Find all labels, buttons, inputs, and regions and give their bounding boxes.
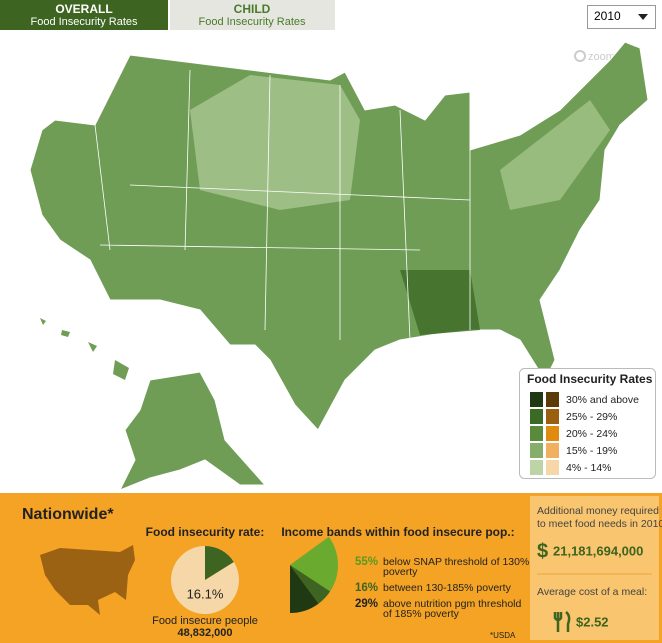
legend-swatch-orange <box>546 460 559 475</box>
band-text: above nutrition pgm threshold <box>383 598 521 610</box>
zoom-label: zoom <box>588 51 615 63</box>
panel-title: Nationwide* <box>22 506 114 523</box>
meal-label: Average cost of a meal: <box>537 586 647 598</box>
legend-swatch-orange <box>546 409 559 424</box>
band-percent: 55% <box>355 556 378 568</box>
fork-knife-icon <box>553 611 571 632</box>
people-value: 48,832,000 <box>177 627 232 639</box>
bands-list: 55% below SNAP threshold of 130%poverty 16… <box>355 556 529 620</box>
legend-swatch-green <box>530 409 543 424</box>
hawaii[interactable] <box>40 318 129 380</box>
year-value: 2010 <box>594 9 621 23</box>
alaska[interactable] <box>118 371 267 491</box>
source: *USDA <box>490 631 516 640</box>
map <box>29 41 649 491</box>
year-select[interactable] <box>587 5 656 29</box>
legend-label: 20% - 24% <box>566 428 617 440</box>
legend-label: 25% - 29% <box>566 411 617 423</box>
legend-swatch-orange <box>546 392 559 407</box>
people-label: Food insecure people <box>152 615 258 627</box>
band-text: between 130-185% poverty <box>383 582 512 594</box>
currency-symbol: $ <box>537 540 548 562</box>
legend-swatch-orange <box>546 443 559 458</box>
band-percent: 16% <box>355 582 378 594</box>
legend-label: 4% - 14% <box>566 462 612 474</box>
money-label: Additional money required <box>537 505 659 517</box>
pie-slice <box>205 546 234 580</box>
band-slice <box>290 536 339 592</box>
rate-heading: Food insecurity rate: <box>146 525 265 539</box>
bands-pie <box>290 536 339 613</box>
dark-region <box>400 270 480 335</box>
meal-cost: $2.52 <box>576 614 609 629</box>
legend-label: 15% - 19% <box>566 445 617 457</box>
bands-heading: Income bands within food insecure pop.: <box>281 525 514 539</box>
band-text: of 185% poverty <box>383 608 460 620</box>
legend-swatch-orange <box>546 426 559 441</box>
legend-swatch-green <box>530 460 543 475</box>
legend-swatch-green <box>530 392 543 407</box>
tab-overall[interactable] <box>0 0 168 30</box>
tab-title: OVERALL <box>55 2 112 16</box>
band-text: poverty <box>383 566 418 578</box>
tab-child[interactable] <box>170 0 335 30</box>
legend-title: Food Insecurity Rates <box>527 372 653 386</box>
dropdown-arrow <box>638 14 648 20</box>
money-box <box>530 496 659 640</box>
light-region <box>190 75 360 210</box>
band-slice <box>290 565 331 604</box>
legend-label: 30% and above <box>566 394 639 406</box>
tab-subtitle: Food Insecurity Rates <box>31 16 138 28</box>
light-region <box>500 100 610 210</box>
us-silhouette <box>40 545 135 615</box>
money-value: 21,181,694,000 <box>553 543 643 558</box>
rate-label: 16.1% <box>187 586 224 601</box>
zoom-icon[interactable] <box>574 50 586 62</box>
tab-subtitle: Food Insecurity Rates <box>199 16 306 28</box>
money-label: to meet food needs in 2010 <box>537 518 662 530</box>
tab-title: CHILD <box>234 2 271 16</box>
legend-swatch-green <box>530 443 543 458</box>
continental-us[interactable] <box>29 41 649 431</box>
legend-items: 30% and above 25% - 29% 20% - 24% 15% - 19%… <box>530 392 639 475</box>
legend-swatch-green <box>530 426 543 441</box>
band-text: below SNAP threshold of 130% <box>383 556 529 568</box>
rate-pie <box>171 546 239 614</box>
state-lines <box>94 69 471 341</box>
band-percent: 29% <box>355 598 378 610</box>
band-slice <box>290 565 319 613</box>
